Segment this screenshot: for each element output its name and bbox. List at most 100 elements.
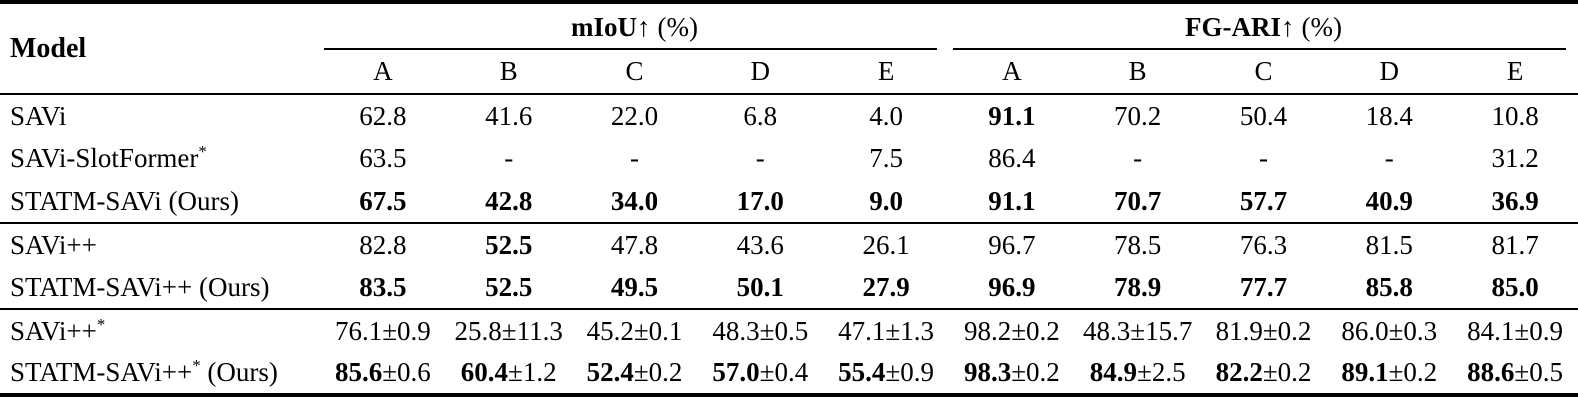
up-arrow-icon: ↑ — [637, 11, 651, 42]
metric-cell: 91.1 — [948, 180, 1075, 224]
metric-cell: 84.9±2.5 — [1089, 357, 1186, 387]
metric-cell: 83.5 — [320, 266, 446, 310]
metric-cell: 81.7 — [1491, 229, 1539, 260]
metric-cell: 57.0±0.4 — [712, 357, 809, 387]
subcol-header-fgari-c: C — [1200, 50, 1327, 95]
asterisk-superscript: * — [198, 142, 207, 161]
group-header-miou: mIoU↑ (%) — [320, 2, 949, 50]
metric-cell: 67.5 — [320, 180, 446, 224]
group-unit-miou: (%) — [657, 11, 698, 42]
model-name: SAVi++* — [10, 314, 106, 346]
model-column-header: Model — [0, 2, 320, 95]
metric-cell: 48.3±15.7 — [1083, 315, 1193, 346]
metric-cell: 6.8 — [743, 100, 778, 131]
metric-cell: 55.4±0.9 — [838, 357, 934, 387]
subcol-header-miou-c: C — [571, 50, 698, 95]
metric-cell: 70.7 — [1074, 180, 1201, 224]
metric-cell: 86.4 — [988, 143, 1036, 173]
table-row: SAVi 62.8 41.6 22.0 6.8 4.0 91.1 70.2 50.4 18.4 10… — [0, 94, 1578, 137]
metric-cell: - — [1384, 143, 1394, 173]
metric-cell: 31.2 — [1491, 143, 1539, 173]
group-label-miou: mIoU↑ — [571, 11, 651, 42]
group-header-row: Model mIoU↑ (%) FG-ARI↑ (%) — [0, 2, 1578, 95]
group-label-fgari: FG-ARI↑ — [1185, 11, 1295, 42]
metric-cell: 63.5 — [359, 143, 407, 173]
metric-cell: 47.1±1.3 — [838, 315, 934, 346]
subcol-header-miou-d: D — [697, 50, 824, 95]
model-name: SAVi++ — [10, 229, 97, 260]
metric-cell: - — [629, 143, 639, 173]
metric-cell: 41.6 — [485, 100, 533, 131]
metric-cell: 85.0 — [1452, 266, 1578, 310]
metric-cell: 47.8 — [610, 229, 659, 260]
metric-cell: 84.1±0.9 — [1467, 315, 1563, 346]
subcol-header-miou-b: B — [445, 50, 572, 95]
subcol-header-fgari-a: A — [948, 50, 1075, 95]
metric-cell: 85.8 — [1326, 266, 1453, 310]
metric-cell: 34.0 — [571, 180, 698, 224]
subcol-header-miou-a: A — [320, 50, 446, 95]
metric-cell: 89.1±0.2 — [1341, 357, 1438, 387]
metric-cell: 86.0±0.3 — [1341, 315, 1438, 346]
metric-cell: 50.1 — [697, 266, 824, 310]
table-row: SAVi-SlotFormer* 63.5 - - - 7.5 86.4 - - - 31.2 — [0, 137, 1578, 180]
metric-cell: 78.5 — [1114, 229, 1162, 260]
table-row: SAVi++ 82.8 52.5 47.8 43.6 26.1 96.7 78.5 76.3 81… — [0, 223, 1578, 266]
metric-cell: 26.1 — [862, 229, 910, 260]
model-name: SAVi-SlotFormer* — [10, 142, 207, 173]
metric-cell: 57.7 — [1200, 180, 1327, 224]
metric-cell: - — [1258, 143, 1268, 173]
asterisk-superscript: * — [96, 314, 106, 334]
metric-cell: 81.5 — [1365, 229, 1413, 260]
metric-cell: 52.4±0.2 — [586, 357, 683, 387]
metric-cell: 76.1±0.9 — [334, 315, 431, 346]
metric-cell: 60.4±1.2 — [460, 357, 557, 387]
metric-cell: 7.5 — [869, 143, 903, 173]
metric-cell: - — [755, 143, 765, 173]
metric-cell: 4.0 — [869, 100, 903, 131]
model-name: STATM-SAVi (Ours) — [0, 180, 320, 224]
metric-cell: 48.3±0.5 — [712, 315, 809, 346]
metric-cell: 27.9 — [823, 266, 949, 310]
subcol-header-fgari-b: B — [1074, 50, 1201, 95]
table-row: STATM-SAVi++* (Ours) 85.6±0.6 60.4±1.2 52.4… — [0, 352, 1578, 395]
metric-cell: 43.6 — [736, 229, 784, 260]
metric-cell: 82.2±0.2 — [1215, 357, 1312, 387]
metric-cell: - — [1133, 143, 1143, 173]
metric-cell: 50.4 — [1239, 100, 1288, 131]
metric-cell: 45.2±0.1 — [586, 315, 683, 346]
table-row: STATM-SAVi++ (Ours) 83.5 52.5 49.5 50.1 27.9 9… — [0, 266, 1578, 310]
metric-cell: 36.9 — [1452, 180, 1578, 224]
metric-cell: 49.5 — [571, 266, 698, 310]
metric-cell: 62.8 — [359, 100, 407, 131]
metric-cell: 76.3 — [1239, 229, 1288, 260]
group-unit-fgari: (%) — [1301, 11, 1342, 42]
metric-cell: 22.0 — [610, 100, 659, 131]
metric-cell: 85.6±0.6 — [334, 357, 431, 387]
metric-cell: 88.6±0.5 — [1467, 357, 1563, 387]
metric-cell: 10.8 — [1491, 100, 1539, 131]
metric-cell: 70.2 — [1114, 100, 1162, 131]
metric-cell: 96.7 — [988, 229, 1036, 260]
subcol-header-fgari-e: E — [1452, 50, 1578, 95]
metric-cell: 52.5 — [445, 266, 572, 310]
model-name: SAVi — [10, 100, 67, 131]
metric-cell: - — [504, 143, 514, 173]
metric-cell: 18.4 — [1365, 100, 1413, 131]
group-header-fgari: FG-ARI↑ (%) — [949, 2, 1578, 50]
subcol-header-miou-e: E — [823, 50, 949, 95]
model-name: STATM-SAVi++ (Ours) — [0, 266, 320, 310]
table-row: STATM-SAVi (Ours) 67.5 42.8 34.0 17.0 9.0 91.1… — [0, 180, 1578, 224]
model-name: STATM-SAVi++* (Ours) — [10, 356, 278, 387]
metric-cell: 78.9 — [1074, 266, 1201, 310]
metric-cell: 82.8 — [359, 229, 407, 260]
subcol-header-fgari-d: D — [1326, 50, 1453, 95]
metric-cell: 91.1 — [988, 100, 1036, 131]
metric-cell: 40.9 — [1326, 180, 1453, 224]
metric-cell: 52.5 — [485, 229, 533, 260]
metric-cell: 25.8±11.3 — [454, 315, 563, 346]
metric-cell: 9.0 — [823, 180, 949, 224]
